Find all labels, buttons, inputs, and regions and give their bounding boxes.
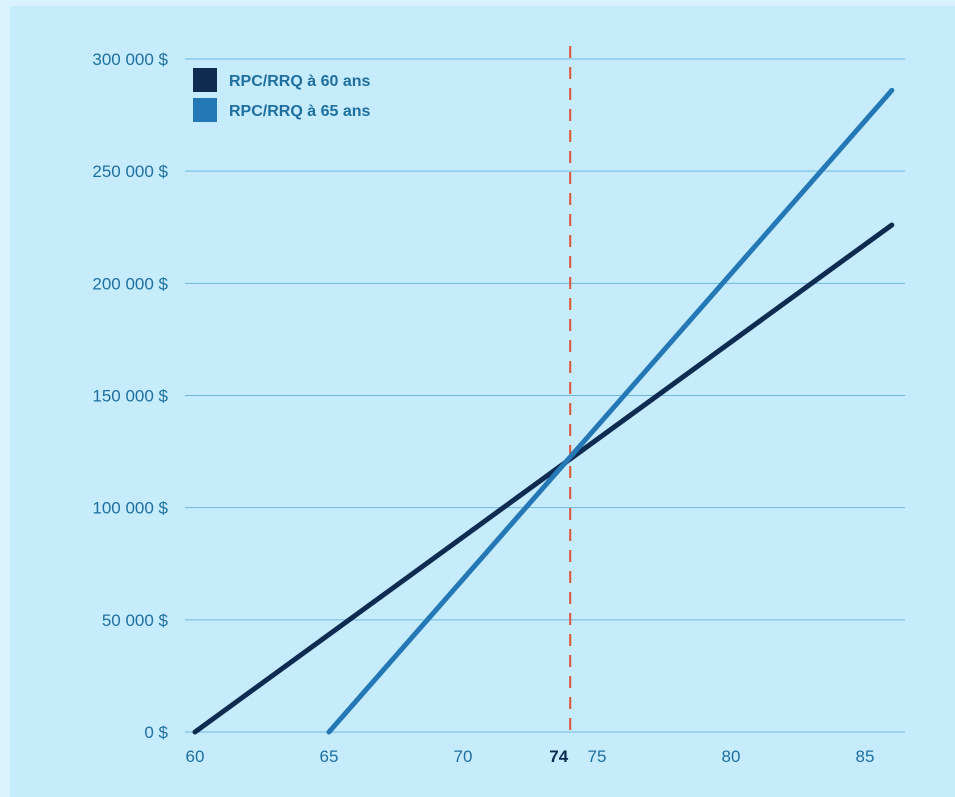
marker-layer: 74	[549, 46, 572, 766]
marker-label: 74	[549, 747, 568, 766]
x-axis-ticks: 60 65 70 75 80 85	[186, 747, 875, 766]
x-tick-label: 85	[856, 747, 875, 766]
x-tick-label: 70	[454, 747, 473, 766]
y-tick-label: 50 000 $	[102, 611, 169, 630]
x-tick-label: 75	[588, 747, 607, 766]
y-tick-label: 150 000 $	[92, 387, 168, 406]
y-tick-label: 100 000 $	[92, 499, 168, 518]
legend-label: RPC/RRQ à 65 ans	[229, 103, 370, 120]
series-line-1	[192, 222, 895, 735]
y-tick-label: 300 000 $	[92, 50, 168, 69]
y-tick-label: 200 000 $	[92, 274, 168, 293]
series-lines	[192, 87, 895, 735]
x-tick-label: 65	[320, 747, 339, 766]
series-line-2	[326, 87, 895, 735]
x-tick-label: 60	[186, 747, 205, 766]
gridlines	[185, 58, 905, 733]
legend: RPC/RRQ à 60 ans RPC/RRQ à 65 ans	[193, 68, 370, 122]
y-tick-label: 0 $	[144, 723, 168, 742]
legend-label: RPC/RRQ à 60 ans	[229, 73, 370, 90]
legend-swatch	[193, 68, 217, 92]
y-axis-ticks: 0 $ 50 000 $ 100 000 $ 150 000 $ 200 000 $ 25…	[92, 50, 168, 742]
y-tick-label: 250 000 $	[92, 162, 168, 181]
legend-swatch	[193, 98, 217, 122]
chart-panel	[10, 6, 955, 797]
x-tick-label: 80	[722, 747, 741, 766]
